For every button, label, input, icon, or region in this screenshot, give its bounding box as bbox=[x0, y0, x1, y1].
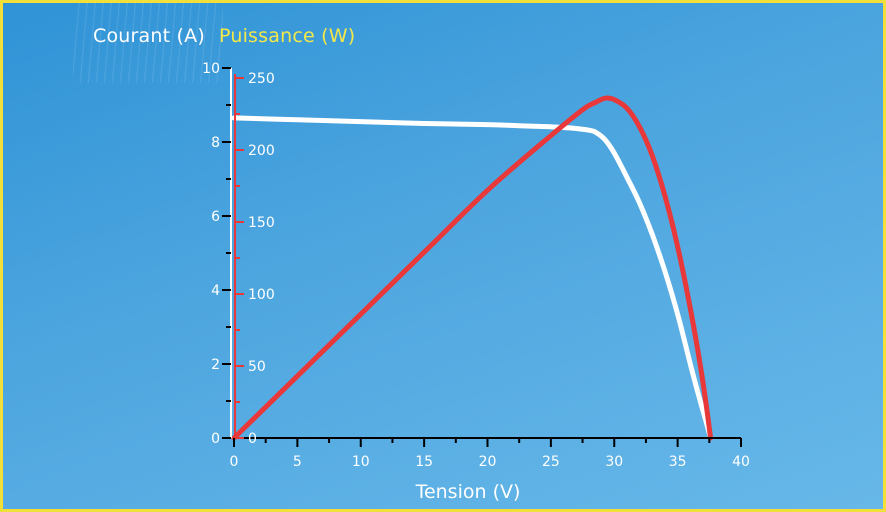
current-tick-label: 0 bbox=[211, 431, 220, 447]
power-tick-label: 50 bbox=[248, 359, 266, 375]
power-tick-label: 200 bbox=[248, 143, 275, 159]
current-curve bbox=[231, 115, 714, 441]
power-axis-label: Puissance (W) bbox=[219, 25, 356, 47]
x-tick-label: 40 bbox=[732, 454, 750, 470]
current-tick-label: 8 bbox=[211, 135, 220, 151]
x-tick-label: 35 bbox=[669, 454, 687, 470]
x-tick-label: 30 bbox=[605, 454, 623, 470]
power-tick-label: 100 bbox=[248, 287, 275, 303]
x-tick-label: 20 bbox=[479, 454, 497, 470]
power-tick-label: 250 bbox=[248, 71, 275, 87]
x-axis-label: Tension (V) bbox=[415, 481, 521, 503]
x-axis-label-wrap: Tension (V) bbox=[3, 481, 883, 503]
current-tick-label: 4 bbox=[211, 283, 220, 299]
power-tick-label: 150 bbox=[248, 215, 275, 231]
x-tick-label: 25 bbox=[542, 454, 560, 470]
current-tick-label: 10 bbox=[202, 61, 220, 77]
x-tick-label: 0 bbox=[230, 454, 239, 470]
x-tick-label: 15 bbox=[415, 454, 433, 470]
x-tick-label: 10 bbox=[352, 454, 370, 470]
current-tick-label: 2 bbox=[211, 357, 220, 373]
x-tick-label: 5 bbox=[293, 454, 302, 470]
current-axis-label: Courant (A) bbox=[93, 25, 205, 47]
current-tick-label: 6 bbox=[211, 209, 220, 225]
power-tick-label: 0 bbox=[248, 431, 257, 447]
power-curve bbox=[231, 95, 714, 441]
